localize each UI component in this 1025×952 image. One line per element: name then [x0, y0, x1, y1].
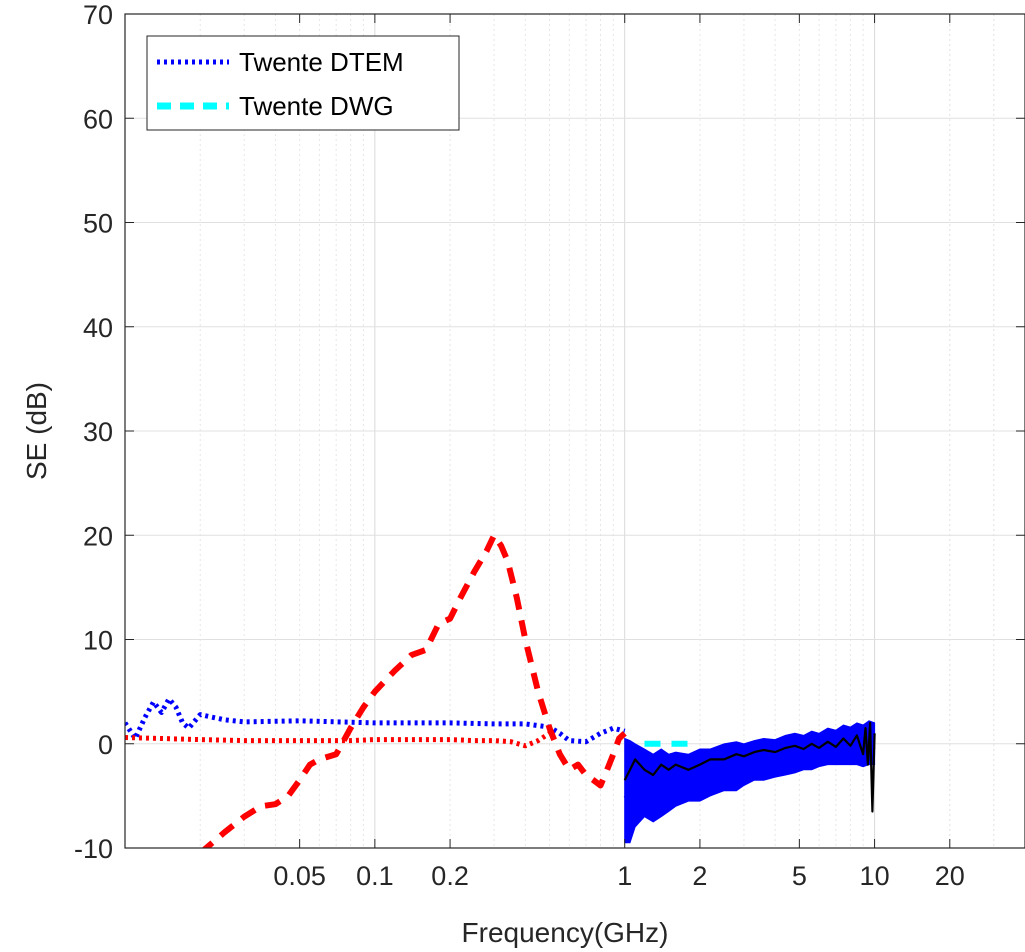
legend-label: Twente DWG: [239, 91, 394, 121]
legend: Twente DTEM Twente DWG: [146, 35, 460, 131]
series-2-line: [125, 731, 551, 749]
tick-labels: 0.05 0.1 0.2 1 2 5 10 20 -10 0 10 20 30 40 50 60 70: [74, 0, 1025, 891]
y-tick-label: 40: [83, 313, 113, 343]
twente-dtem-line: [125, 696, 626, 745]
x-axis-label: Frequency(GHz): [462, 917, 669, 948]
legend-label: Twente DTEM: [239, 47, 404, 77]
x-tick-label: 5: [792, 861, 807, 891]
x-tick-label: 10: [860, 861, 890, 891]
data-series: [125, 532, 876, 848]
x-tick-label: 0.2: [431, 861, 469, 891]
y-tick-label: 20: [83, 521, 113, 551]
y-tick-label: 60: [83, 104, 113, 134]
y-tick-label: 30: [83, 417, 113, 447]
x-tick-label: 20: [935, 861, 965, 891]
y-tick-label: 70: [83, 0, 113, 30]
series-4-envelope: [624, 720, 876, 844]
series-3-line: [201, 532, 627, 848]
y-tick-label: 0: [98, 730, 113, 760]
x-tick-label: 0.05: [273, 861, 326, 891]
x-tick-label: 1: [617, 861, 632, 891]
x-tick-label: 2: [692, 861, 707, 891]
legend-box: [146, 35, 460, 131]
y-tick-label: -10: [74, 834, 113, 864]
series-4-line: [623, 737, 876, 808]
x-tick-label: 0.1: [356, 861, 394, 891]
y-axis-label: SE (dB): [21, 382, 52, 480]
grid-lines: [124, 13, 1025, 849]
y-tick-label: 10: [83, 626, 113, 656]
y-tick-label: 50: [83, 209, 113, 239]
